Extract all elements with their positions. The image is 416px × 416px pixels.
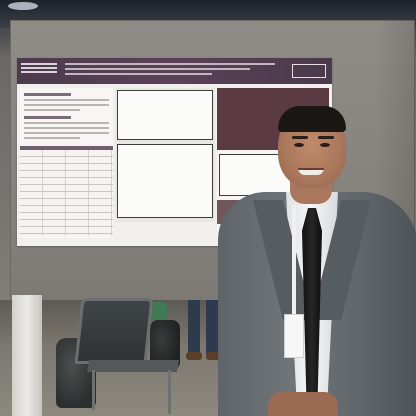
poster-chart-bottom — [117, 144, 213, 218]
poster-chart-top — [117, 90, 213, 140]
poster-logo-left — [21, 63, 57, 79]
poster-logo-right — [292, 64, 326, 78]
eyebrow-left — [292, 136, 308, 139]
man-in-suit — [208, 100, 416, 416]
hands — [268, 392, 338, 416]
chair-leg — [168, 370, 171, 414]
poster-table — [20, 150, 113, 236]
pillar — [12, 295, 42, 416]
name-badge — [284, 314, 304, 358]
eye-right — [320, 143, 330, 147]
lanyard — [292, 204, 296, 314]
hair — [278, 106, 346, 132]
poster-title-lines — [65, 63, 275, 78]
eye-left — [294, 143, 304, 147]
smile — [298, 168, 324, 175]
chair-back — [74, 298, 154, 364]
background-person-legs — [186, 300, 222, 360]
ceiling-light — [8, 2, 38, 10]
eyebrow-right — [318, 136, 334, 139]
chair-seat — [86, 360, 180, 372]
poster-header — [17, 58, 332, 84]
chair-leg — [92, 370, 95, 410]
necktie — [302, 208, 322, 398]
poster-table-header — [20, 146, 113, 152]
